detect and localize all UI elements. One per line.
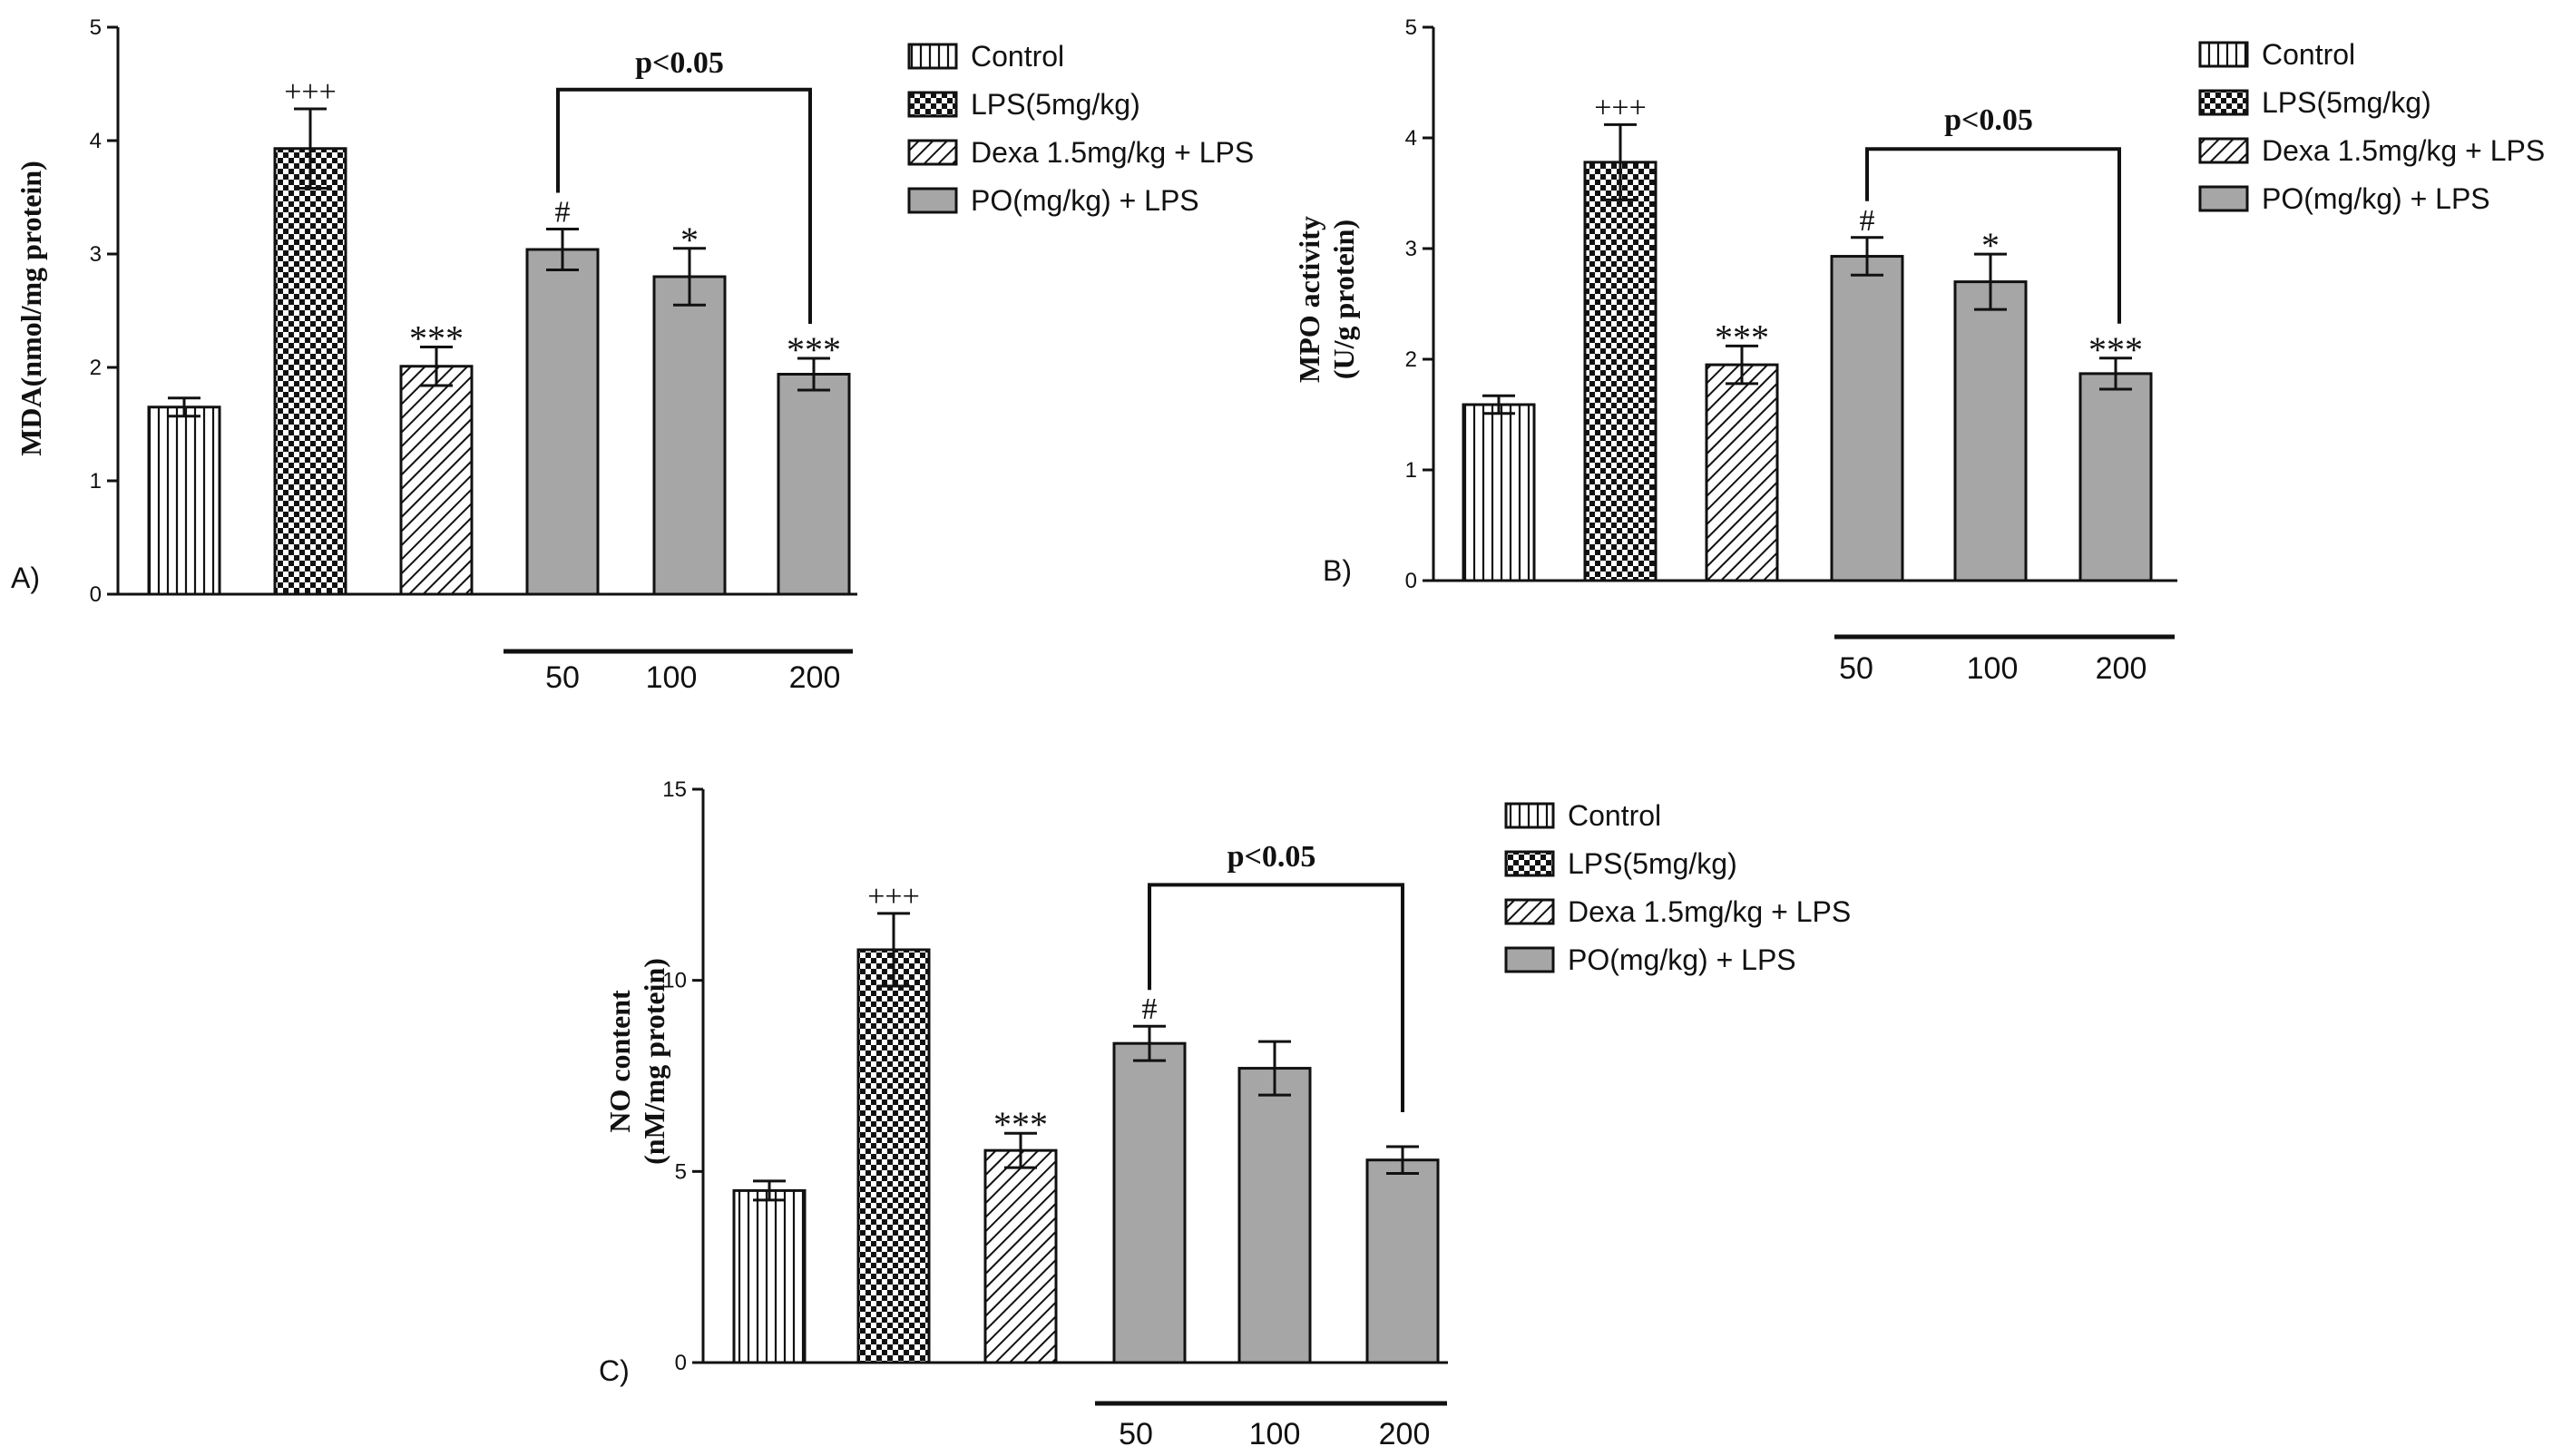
legend-swatch [1504,802,1555,829]
panel-label: A) [11,562,40,594]
legend-swatch [907,91,958,118]
bar [1237,1067,1312,1364]
significance-label: # [1860,204,1875,238]
panel-label: C) [599,1354,630,1387]
comparison-bracket [556,87,812,324]
y-tick-label: 2 [90,356,102,380]
bar [1112,1041,1187,1364]
legend-label: LPS(5mg/kg) [971,88,1140,121]
significance-label: *** [2088,329,2143,370]
chart-panel: 0 5 10 15 +++ *** # p<0.05 50 100 200 NO content(nM… [599,777,1851,1451]
legend-label: Control [971,40,1064,73]
legend-swatch [907,139,958,166]
bar [1462,403,1536,582]
legend-label: LPS(5mg/kg) [2262,86,2431,119]
y-tick-label: 5 [90,15,102,40]
legend-label: Dexa 1.5mg/kg + LPS [1568,895,1851,928]
legend-swatch [1504,946,1555,973]
legend-label: LPS(5mg/kg) [1568,847,1737,880]
dose-label: 50 [1119,1417,1153,1451]
significance-label: +++ [284,75,337,109]
bar [525,248,600,596]
legend-swatch [2198,185,2249,212]
y-tick-label: 3 [1405,237,1417,261]
dose-label: 100 [1249,1417,1301,1451]
y-axis-label: NO content(nM/mg protein) [603,958,670,1165]
significance-label: * [680,220,699,260]
dose-label: 50 [1839,651,1873,686]
significance-label: *** [787,329,841,370]
legend-label: PO(mg/kg) + LPS [1568,943,1796,976]
comparison-label: p<0.05 [1227,840,1316,874]
y-axis-label: MDA(nmol/mg protein) [15,161,47,456]
y-tick-label: 5 [675,1159,687,1184]
y-tick-label: 10 [662,969,687,993]
significance-label: *** [409,318,464,359]
dose-label: 200 [1379,1417,1431,1451]
y-tick-label: 0 [675,1351,687,1375]
dose-label: 50 [545,660,580,695]
dose-label: 200 [2096,651,2147,686]
y-tick-label: 3 [90,242,102,267]
panel-label: B) [1323,554,1352,587]
bar [856,948,931,1364]
y-tick-label: 2 [1405,347,1417,372]
legend-label: Control [1568,799,1661,832]
bar [1830,255,1904,582]
comparison-bracket [1865,147,2121,324]
y-tick-label: 15 [662,777,687,802]
legend-swatch [1504,850,1555,877]
bar [652,275,727,596]
bar [147,406,221,596]
y-tick-label: 0 [1405,569,1417,593]
significance-label: # [1142,992,1158,1026]
bar [777,373,851,596]
legend-label: Dexa 1.5mg/kg + LPS [971,136,1254,169]
significance-label: *** [993,1104,1048,1145]
y-tick-label: 5 [1405,15,1417,40]
comparison-bracket [1148,883,1404,1112]
significance-label: *** [1715,317,1769,357]
legend-swatch [1504,898,1555,925]
legend-swatch [2198,89,2249,116]
bar [399,365,474,596]
y-tick-label: 1 [1405,458,1417,483]
y-tick-label: 4 [90,129,102,153]
y-tick-label: 4 [1405,126,1417,151]
significance-label: # [555,196,571,230]
bar [1705,363,1779,582]
legend-swatch [907,43,958,70]
significance-label: +++ [867,880,920,914]
y-axis-label: MPO activity(U/g protein) [1293,216,1360,383]
bar [2078,372,2153,582]
bar [1953,280,2028,582]
dose-label: 100 [646,660,698,695]
y-tick-label: 1 [90,469,102,493]
legend-label: Control [2262,38,2355,71]
y-tick-label: 0 [90,582,102,607]
legend-label: PO(mg/kg) + LPS [971,184,1199,217]
bar [732,1188,807,1364]
legend-label: Dexa 1.5mg/kg + LPS [2262,134,2545,167]
legend-swatch [907,187,958,214]
dose-label: 200 [789,660,841,695]
bar [1365,1158,1440,1364]
comparison-label: p<0.05 [635,46,724,80]
legend-swatch [2198,137,2249,164]
comparison-label: p<0.05 [1944,103,2033,137]
bar [273,147,347,596]
significance-label: * [1981,225,2000,266]
bar [1583,161,1658,582]
significance-label: +++ [1594,91,1647,124]
dose-label: 100 [1967,651,2019,686]
bar [983,1148,1058,1364]
legend-swatch [2198,41,2249,68]
legend-label: PO(mg/kg) + LPS [2262,182,2490,215]
